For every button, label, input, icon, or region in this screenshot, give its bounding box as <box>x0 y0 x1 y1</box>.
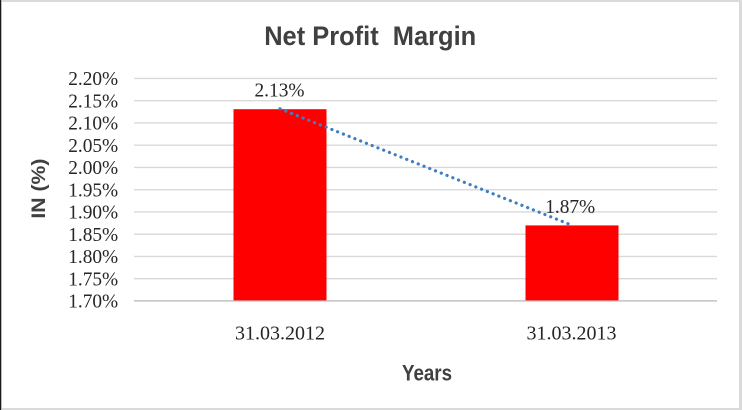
svg-text:1.95%: 1.95% <box>68 179 118 201</box>
svg-text:2.10%: 2.10% <box>68 113 118 135</box>
svg-text:1.87%: 1.87% <box>545 196 595 218</box>
svg-text:1.90%: 1.90% <box>68 202 118 224</box>
svg-text:2.00%: 2.00% <box>68 157 118 179</box>
svg-text:2.15%: 2.15% <box>68 90 118 112</box>
svg-text:31.03.2013: 31.03.2013 <box>527 323 617 344</box>
svg-text:2.13%: 2.13% <box>255 80 305 102</box>
svg-text:Net Profit Margin: Net Profit Margin <box>264 21 476 51</box>
svg-text:1.80%: 1.80% <box>68 246 118 268</box>
svg-text:Years: Years <box>402 360 452 385</box>
svg-text:1.70%: 1.70% <box>68 291 118 313</box>
svg-text:2.05%: 2.05% <box>68 135 118 157</box>
svg-text:2.20%: 2.20% <box>68 68 118 90</box>
svg-text:31.03.2012: 31.03.2012 <box>235 323 325 344</box>
svg-text:1.85%: 1.85% <box>68 224 118 246</box>
svg-text:1.75%: 1.75% <box>68 268 118 290</box>
svg-text:IN (%): IN (%) <box>29 159 50 219</box>
